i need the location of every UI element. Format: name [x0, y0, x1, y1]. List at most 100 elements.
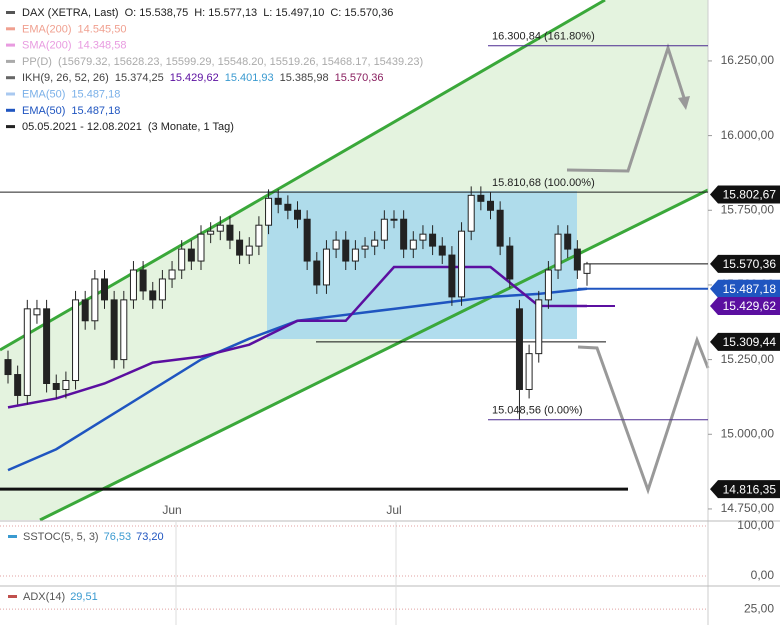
legend-text: DAX (XETRA, Last) [22, 7, 119, 19]
candle-body [4, 359, 12, 376]
price-tag-label: 14.816,35 [723, 482, 777, 496]
candle-body [43, 308, 51, 385]
arrow-head [678, 96, 690, 110]
candle-body [409, 239, 417, 250]
legend-text: EMA(50) [22, 88, 65, 100]
legend-text: 14.545,50 [78, 23, 127, 35]
legend-text: 15.401,93 [225, 72, 274, 84]
candle-body [139, 269, 147, 292]
candle-body [33, 308, 41, 316]
legend-icon [6, 27, 15, 31]
candle-body [487, 200, 494, 211]
candle-body [52, 383, 60, 390]
candle-body [525, 353, 533, 390]
y-tick-label: 15.750,00 [721, 202, 775, 216]
legend-entry: SMA(200) 14.348,58 [22, 40, 126, 52]
candle-body [91, 278, 99, 322]
price-tag [710, 296, 780, 315]
projection-up [566, 43, 688, 173]
legend-text: 15.385,98 [280, 72, 329, 84]
candle-body [554, 233, 562, 271]
legend-icon [6, 43, 15, 47]
legend-entry: PP(D) (15679.32, 15628.23, 15599.29, 1554… [22, 56, 423, 68]
candle-body [207, 230, 215, 235]
sub-legend: SSTOC(5, 5, 3) 76,53 73,20 [23, 531, 164, 543]
candle-body [255, 224, 263, 247]
legend-text: 05.05.2021 - 12.08.2021 [22, 121, 142, 133]
candle-body [303, 218, 311, 262]
legend-text: EMA(50) [22, 105, 65, 117]
candle-body [332, 239, 340, 250]
candle-body [400, 218, 408, 250]
chart-layer: 14.750,0015.000,0015.250,0015.500,0015.7… [0, 7, 780, 615]
candle-body [236, 239, 244, 256]
legend-text: 14.348,58 [78, 40, 127, 52]
legend-text: 15.374,25 [115, 72, 164, 84]
legend-text: EMA(200) [22, 23, 72, 35]
legend-entry: 05.05.2021 - 12.08.2021 (3 Monate, 1 Tag) [22, 121, 234, 133]
candle-body [322, 248, 330, 286]
sub-legend-value: 29,51 [70, 591, 98, 603]
candle-body [274, 197, 282, 205]
candle-body [477, 194, 485, 202]
legend-text: 15.429,62 [170, 72, 219, 84]
candle-body [187, 248, 195, 262]
price-tag-label: 15.802,67 [723, 188, 777, 202]
sub-tick-label: 0,00 [751, 568, 775, 582]
candle-body [371, 239, 379, 247]
candle-body [583, 263, 591, 274]
legend-text: C: 15.570,36 [330, 7, 393, 19]
legend-text: SMA(200) [22, 40, 72, 52]
legend-entry: EMA(50) 15.487,18 [22, 88, 120, 100]
candle-body [62, 380, 70, 390]
price-tag [710, 254, 780, 273]
legend-text: H: 15.577,13 [194, 7, 257, 19]
price-tag [710, 332, 780, 351]
fib-label: 15.048,56 (0.00%) [492, 405, 583, 417]
y-tick-label: 15.000,00 [721, 426, 775, 440]
candle-body [429, 233, 437, 247]
candle-body [380, 218, 388, 241]
candle-body [313, 260, 321, 286]
sub-tick-label: 100,00 [737, 518, 774, 532]
candle-body [158, 278, 166, 301]
price-tag-label: 15.487,18 [723, 282, 777, 296]
candle-body [535, 299, 543, 355]
candle-body [496, 209, 504, 247]
x-tick-label: Jul [386, 503, 401, 517]
legend-entry: EMA(50) 15.487,18 [22, 105, 120, 117]
candle-body [448, 254, 456, 298]
candle-body [110, 299, 118, 361]
sub-legend-value: 76,53 [104, 531, 132, 543]
candle-body [81, 299, 89, 322]
price-tag-label: 15.570,36 [723, 257, 777, 271]
legend-icon [8, 595, 17, 598]
y-tick-label: 16.250,00 [721, 53, 775, 67]
price-tag [710, 185, 780, 204]
legend-icon [6, 11, 15, 14]
candle-body [14, 374, 22, 396]
candle-body [294, 209, 301, 220]
price-tag [710, 279, 780, 298]
candle-body [72, 299, 80, 382]
sub-tick-label: 25,00 [744, 601, 774, 615]
indicator-line [7, 265, 588, 409]
sub-legend-name: ADX(14) [23, 591, 65, 603]
legend-icon [6, 59, 15, 63]
projection-down [577, 335, 710, 495]
candle-body [564, 233, 572, 250]
candle-body [149, 290, 157, 301]
candle-body [458, 230, 466, 298]
legend-text: PP(D) [22, 56, 52, 68]
legend-text: IKH(9, 26, 52, 26) [22, 72, 109, 84]
x-tick-label: Jun [162, 503, 181, 517]
legend-text: 15.487,18 [71, 88, 120, 100]
y-tick-label: 15.250,00 [721, 352, 775, 366]
price-tag-label: 15.429,62 [723, 299, 777, 313]
candle-body [284, 203, 292, 211]
price-tag-label: 15.309,44 [723, 335, 777, 349]
candle-body [438, 245, 446, 256]
candle-body [265, 197, 273, 226]
sub-legend-name: SSTOC(5, 5, 3) [23, 531, 99, 543]
